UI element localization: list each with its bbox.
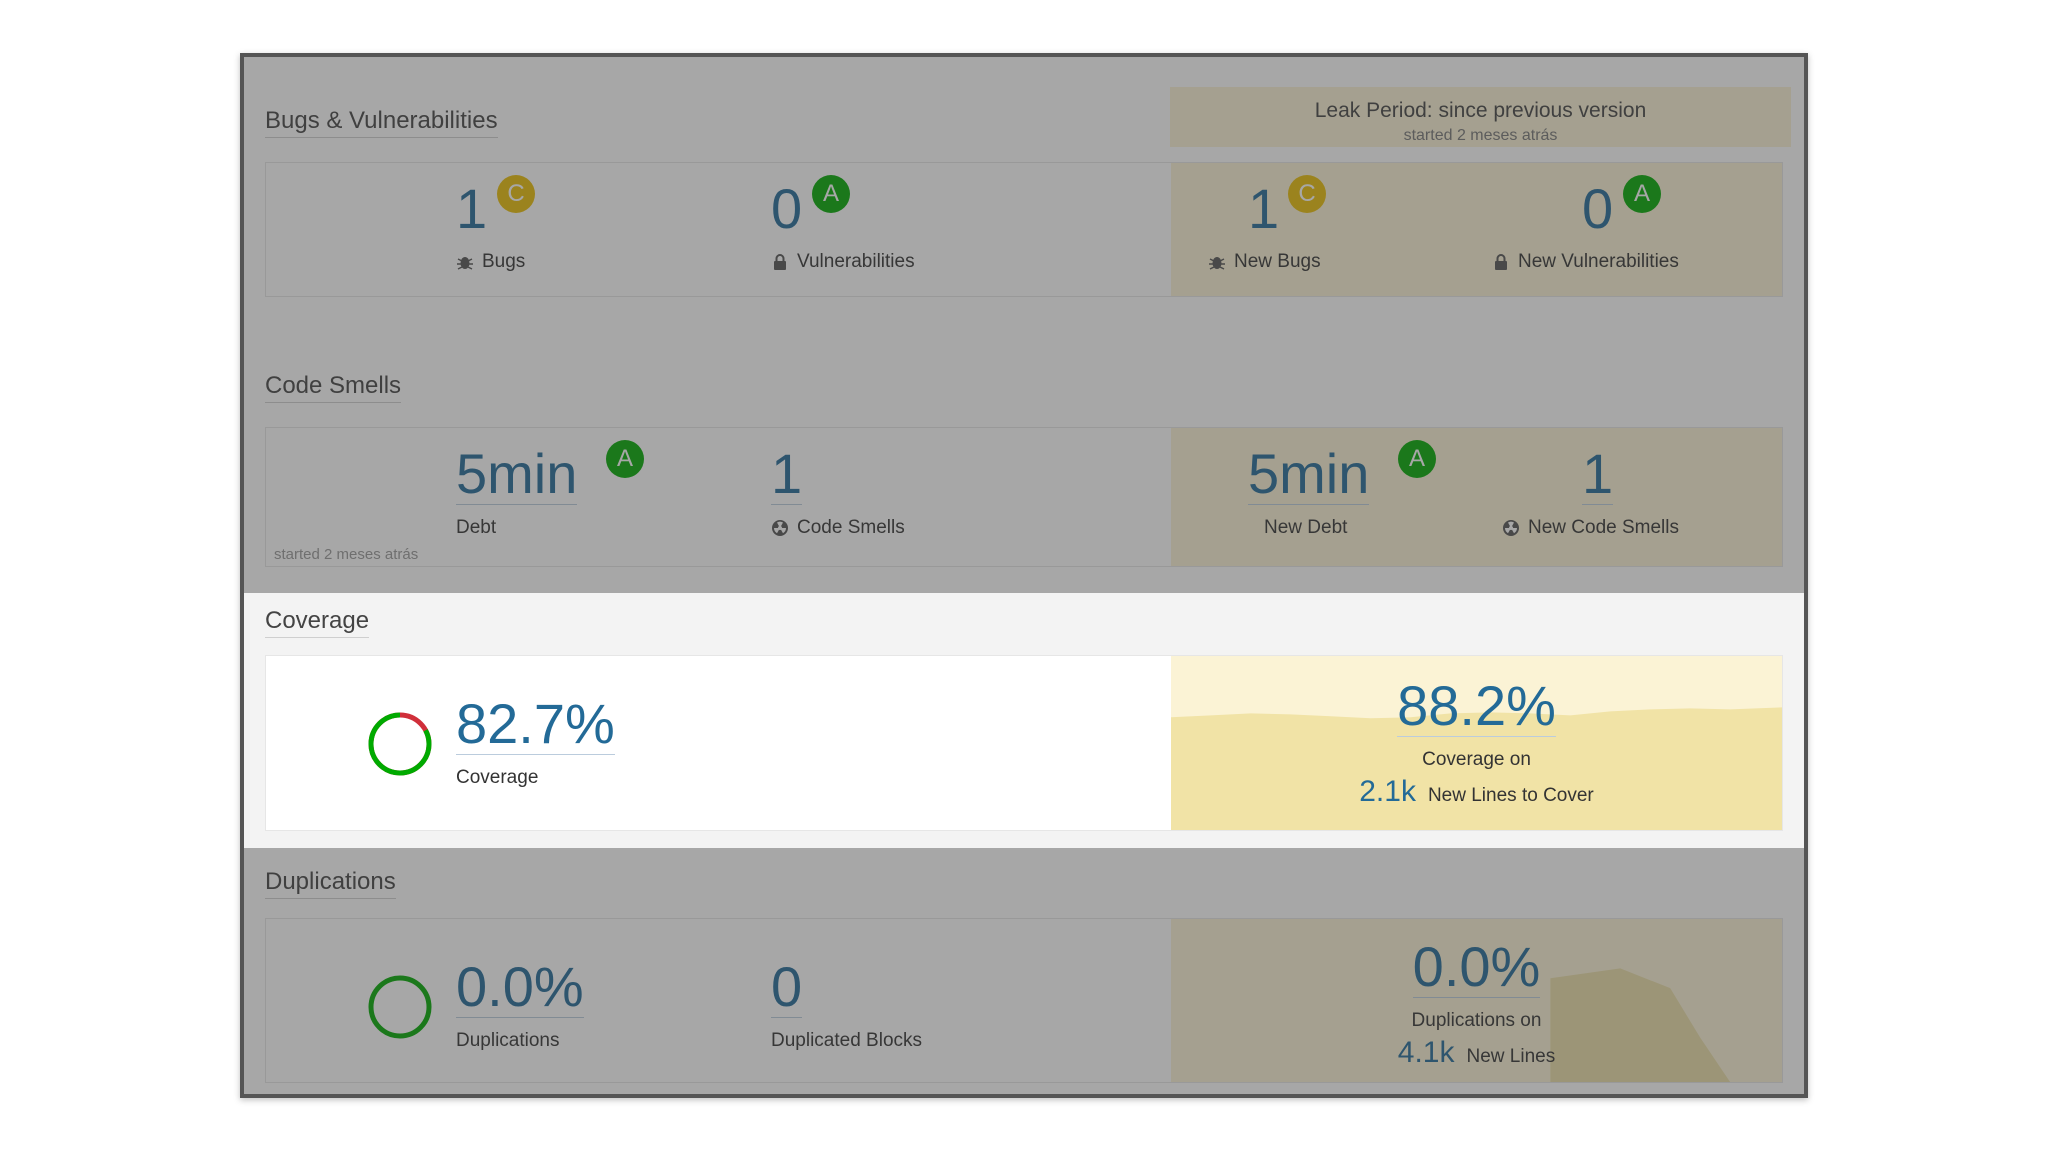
leak-period-title: Leak Period: since previous version [1314, 99, 1647, 122]
bugs-rating-badge[interactable]: C [497, 175, 535, 213]
debt-metric[interactable]: 5min Debt [456, 442, 578, 539]
bug-icon [457, 257, 473, 270]
new-vulnerabilities-label-row: New Vulnerabilities [1492, 251, 1679, 273]
new-coverage-value[interactable]: 88.2% [1397, 674, 1556, 737]
duplicated-blocks-label: Duplicated Blocks [771, 1030, 923, 1051]
coverage-sparkline [1171, 707, 1782, 830]
code-smells-label-row: Code Smells [771, 517, 905, 539]
debt-rating-badge[interactable]: A [606, 440, 644, 478]
new-vulnerabilities-metric[interactable]: 0 New Vulnerabilities [1495, 177, 1679, 273]
duplications-section: Duplications 0.0% Duplications 0 Duplica… [244, 848, 1804, 1094]
duplications-metric[interactable]: 0.0% Duplications [456, 959, 584, 1052]
new-duplications-metric[interactable]: 0.0% Duplications on 4.1k New Lines [1171, 939, 1782, 1070]
new-code-smells-value[interactable]: 1 [1582, 442, 1614, 505]
new-vulnerabilities-value[interactable]: 0 [1582, 177, 1614, 240]
new-coverage-label: Coverage on [1422, 749, 1531, 770]
new-vulnerabilities-label: New Vulnerabilities [1518, 251, 1679, 272]
new-debt-label: New Debt [1264, 517, 1348, 538]
leak-period-header: Leak Period: since previous version star… [1170, 87, 1791, 147]
vulnerabilities-label: Vulnerabilities [797, 251, 915, 272]
bugs-vulnerabilities-section: Bugs & Vulnerabilities Leak Period: sinc… [244, 57, 1804, 327]
code-smells-panel: 5min Debt A 1 Code Smells 5min New Debt … [265, 427, 1783, 567]
vulnerabilities-label-row: Vulnerabilities [771, 251, 915, 273]
leak-area [1171, 428, 1782, 566]
new-lines-row: 4.1k New Lines [1171, 1036, 1782, 1070]
duplicated-blocks-value[interactable]: 0 [771, 955, 803, 1018]
code-smells-section: Code Smells 5min Debt A 1 Code Smells 5m… [244, 327, 1804, 593]
coverage-section-title: Coverage [265, 607, 370, 638]
new-lines-label: New Lines [1466, 1046, 1556, 1067]
new-bugs-rating-badge[interactable]: C [1288, 175, 1326, 213]
new-debt-rating-badge[interactable]: A [1398, 440, 1436, 478]
new-code-smells-metric[interactable]: 1 New Code Smells [1503, 442, 1679, 539]
started-note: started 2 meses atrás [274, 546, 419, 563]
new-vulnerabilities-rating-badge[interactable]: A [1623, 175, 1661, 213]
code-smells-label: Code Smells [797, 517, 905, 538]
dashboard-frame: Bugs & Vulnerabilities Leak Period: sinc… [240, 53, 1808, 1098]
coverage-value[interactable]: 82.7% [456, 692, 615, 755]
new-coverage-metric[interactable]: 88.2% Coverage on 2.1k New Lines to Cove… [1171, 678, 1782, 809]
new-bugs-metric[interactable]: 1 New Bugs [1209, 177, 1321, 273]
leak-area [1171, 919, 1782, 1082]
new-bugs-label-row: New Bugs [1208, 251, 1321, 273]
leak-period-started: started 2 meses atrás [1403, 127, 1558, 144]
new-duplications-value[interactable]: 0.0% [1412, 935, 1541, 998]
new-lines-to-cover-row: 2.1k New Lines to Cover [1171, 775, 1782, 809]
bugs-section-title: Bugs & Vulnerabilities [265, 107, 498, 138]
bug-icon [1209, 257, 1225, 270]
coverage-panel: 82.7% Coverage 88.2% Coverage on 2.1k Ne… [265, 655, 1783, 831]
new-lines-to-cover-value[interactable]: 2.1k [1359, 775, 1416, 808]
bugs-panel: 1 Bugs C 0 Vulnerabilities A 1 New [265, 162, 1783, 297]
new-bugs-value[interactable]: 1 [1248, 177, 1280, 240]
radiation-icon [772, 520, 788, 536]
lock-icon [774, 254, 786, 270]
code-smells-metric[interactable]: 1 Code Smells [771, 446, 905, 539]
bugs-label: Bugs [482, 251, 526, 272]
code-smells-section-title: Code Smells [265, 372, 402, 403]
new-debt-value[interactable]: 5min [1248, 442, 1370, 505]
duplications-value[interactable]: 0.0% [456, 955, 584, 1018]
duplications-section-title: Duplications [265, 868, 396, 899]
duplications-label: Duplications [456, 1030, 560, 1051]
vulnerabilities-metric[interactable]: 0 Vulnerabilities [771, 181, 915, 273]
leak-area [1171, 163, 1782, 296]
duplications-sparkline [1550, 968, 1731, 1082]
new-code-smells-label-row: New Code Smells [1502, 517, 1679, 539]
debt-label: Debt [456, 517, 497, 538]
new-bugs-label: New Bugs [1234, 251, 1321, 272]
debt-value[interactable]: 5min [456, 442, 578, 505]
coverage-section: Coverage 82.7% Coverage 88.2% Coverage o… [244, 593, 1804, 848]
new-debt-metric[interactable]: 5min New Debt [1248, 442, 1370, 539]
coverage-label: Coverage [456, 767, 539, 788]
vulnerabilities-value[interactable]: 0 [771, 177, 803, 240]
lock-icon [1495, 254, 1507, 270]
coverage-donut-icon [368, 712, 432, 776]
coverage-metric[interactable]: 82.7% Coverage [456, 696, 615, 789]
new-lines-to-cover-label: New Lines to Cover [1427, 785, 1594, 806]
vulnerabilities-rating-badge[interactable]: A [812, 175, 850, 213]
new-duplications-label: Duplications on [1411, 1010, 1542, 1031]
duplications-panel: 0.0% Duplications 0 Duplicated Blocks 0.… [265, 918, 1783, 1083]
new-code-smells-label: New Code Smells [1528, 517, 1679, 538]
bugs-value[interactable]: 1 [456, 177, 488, 240]
new-lines-value[interactable]: 4.1k [1397, 1036, 1455, 1069]
code-smells-value[interactable]: 1 [771, 442, 803, 505]
bugs-label-row: Bugs [456, 251, 525, 273]
radiation-icon [1503, 520, 1519, 536]
duplications-donut-icon [368, 975, 432, 1039]
duplicated-blocks-metric[interactable]: 0 Duplicated Blocks [771, 959, 922, 1052]
bugs-metric[interactable]: 1 Bugs [456, 181, 525, 273]
leak-area [1171, 656, 1782, 830]
